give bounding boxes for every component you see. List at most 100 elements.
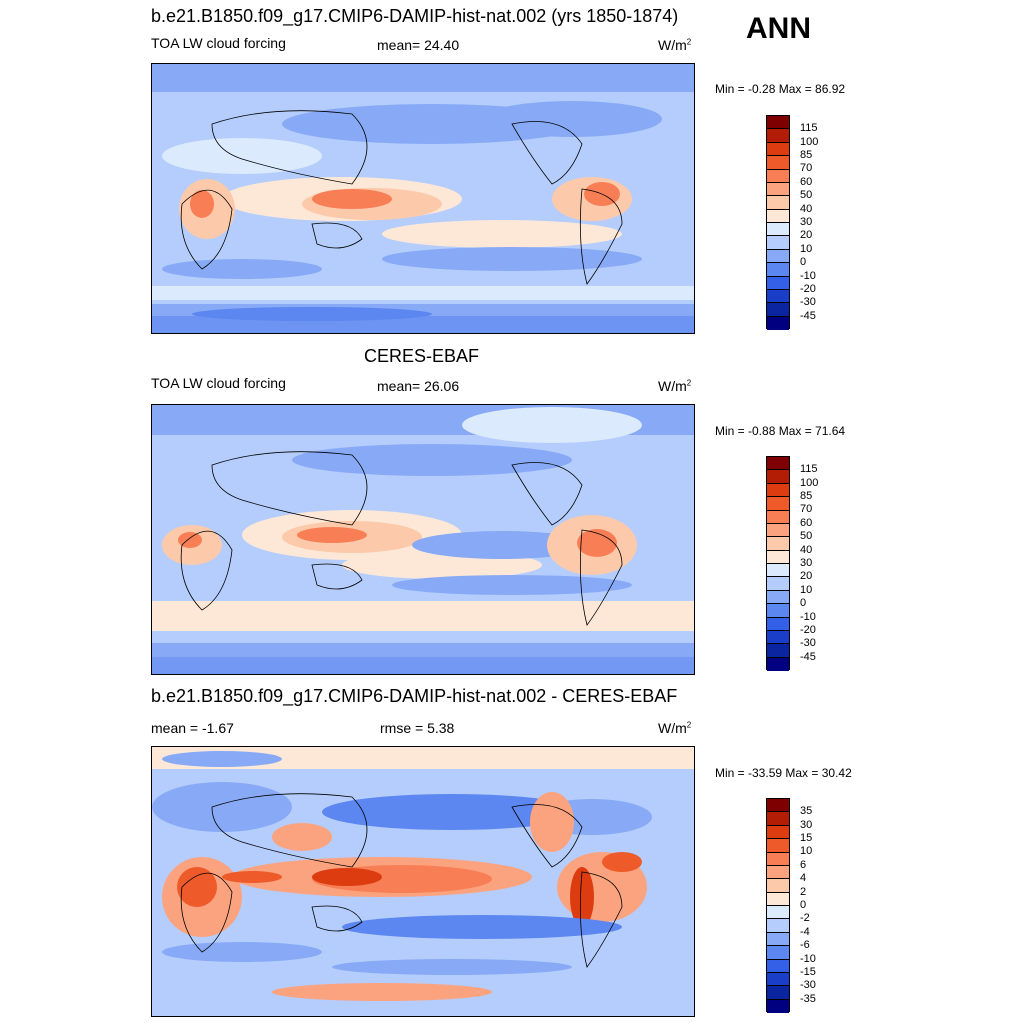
colorbar-swatch	[767, 156, 789, 170]
colorbar-swatch	[767, 644, 789, 658]
panel2-units: W/m2	[658, 378, 692, 394]
colorbar-label: -15	[800, 966, 816, 978]
colorbar-label: 15	[800, 832, 813, 844]
colorbar-swatch	[767, 289, 789, 304]
colorbar-label: -35	[800, 993, 816, 1005]
colorbar-label: 100	[800, 136, 819, 148]
colorbar-label: 50	[800, 189, 813, 201]
colorbar-swatch	[767, 537, 789, 551]
colorbar-label: 40	[800, 544, 813, 556]
colorbar-label: 60	[800, 517, 813, 529]
panel3-mean: mean = -1.67	[151, 720, 234, 736]
colorbar-label: -20	[800, 624, 816, 636]
colorbar-label: 30	[800, 557, 813, 569]
colorbar-label: -30	[800, 296, 816, 308]
colorbar-label: 30	[800, 819, 813, 831]
colorbar-label: -30	[800, 979, 816, 991]
colorbar-swatch	[767, 604, 789, 618]
colorbar-label: 70	[800, 503, 813, 515]
colorbar-swatch	[767, 657, 789, 671]
colorbar-swatch	[767, 999, 789, 1013]
panel2-left-label: TOA LW cloud forcing	[151, 375, 286, 391]
colorbar-swatch	[767, 839, 789, 853]
colorbar-swatch	[767, 470, 789, 484]
colorbar-label: 0	[800, 597, 807, 609]
colorbar-swatch	[767, 812, 789, 826]
panel3-units: W/m2	[658, 720, 692, 736]
colorbar-swatch	[767, 182, 789, 197]
colorbar-swatch	[767, 590, 789, 605]
colorbar-label: 85	[800, 490, 813, 502]
colorbar-label: 0	[800, 899, 807, 911]
colorbar-swatch	[767, 116, 789, 130]
colorbar-label: 10	[800, 584, 813, 596]
panel2-map	[151, 404, 695, 675]
colorbar-swatch	[767, 892, 789, 906]
panel1-units: W/m2	[658, 37, 692, 53]
colorbar-label: 10	[800, 243, 813, 255]
panel2-title: CERES-EBAF	[364, 346, 480, 366]
colorbar-label: 115	[800, 122, 818, 134]
colorbar-swatch	[767, 223, 789, 237]
colorbar-swatch	[767, 209, 789, 223]
panel1-left-label: TOA LW cloud forcing	[151, 35, 286, 51]
colorbar-label: -20	[800, 283, 816, 295]
colorbar-label: -10	[800, 611, 816, 623]
panel3-colorbar	[766, 798, 790, 1013]
colorbar-label: 50	[800, 530, 813, 542]
colorbar-label: 6	[800, 859, 807, 871]
colorbar-label: 115	[800, 463, 818, 475]
panel3-minmax: Min = -33.59 Max = 30.42	[715, 766, 852, 780]
colorbar-swatch	[767, 196, 789, 210]
colorbar-swatch	[767, 142, 789, 157]
colorbar-label: 10	[800, 845, 813, 857]
colorbar-swatch	[767, 959, 789, 973]
panel2-colorbar	[766, 456, 790, 671]
colorbar-label: 100	[800, 477, 819, 489]
colorbar-swatch	[767, 630, 789, 645]
colorbar-swatch	[767, 617, 789, 631]
colorbar-swatch	[767, 972, 789, 987]
colorbar-swatch	[767, 276, 789, 290]
colorbar-swatch	[767, 919, 789, 933]
colorbar-label: -4	[800, 926, 810, 938]
panel3-map	[151, 746, 695, 1017]
colorbar-label: 20	[800, 229, 813, 241]
colorbar-label: 30	[800, 216, 813, 228]
colorbar-swatch	[767, 799, 789, 813]
panel1-mean: mean= 24.40	[377, 37, 460, 53]
colorbar-label: -6	[800, 939, 810, 951]
colorbar-swatch	[767, 303, 789, 317]
colorbar-swatch	[767, 852, 789, 866]
colorbar-label: 0	[800, 256, 807, 268]
colorbar-label: 35	[800, 805, 813, 817]
colorbar-swatch	[767, 906, 789, 920]
colorbar-swatch	[767, 932, 789, 947]
colorbar-label: -45	[800, 310, 816, 322]
colorbar-swatch	[767, 865, 789, 880]
colorbar-label: 20	[800, 570, 813, 582]
colorbar-swatch	[767, 946, 789, 960]
colorbar-label: 40	[800, 203, 813, 215]
colorbar-label: -10	[800, 953, 816, 965]
colorbar-label: 4	[800, 872, 807, 884]
colorbar-label: -2	[800, 912, 810, 924]
colorbar-swatch	[767, 825, 789, 840]
colorbar-swatch	[767, 497, 789, 511]
colorbar-swatch	[767, 523, 789, 538]
season-label: ANN	[746, 12, 811, 45]
colorbar-swatch	[767, 483, 789, 498]
colorbar-swatch	[767, 510, 789, 524]
colorbar-swatch	[767, 316, 789, 330]
colorbar-label: 2	[800, 886, 807, 898]
colorbar-swatch	[767, 564, 789, 578]
colorbar-swatch	[767, 879, 789, 893]
colorbar-swatch	[767, 263, 789, 277]
colorbar-label: -30	[800, 637, 816, 649]
panel3-title: b.e21.B1850.f09_g17.CMIP6-DAMIP-hist-nat…	[151, 686, 678, 706]
colorbar-swatch	[767, 457, 789, 471]
colorbar-swatch	[767, 236, 789, 250]
colorbar-swatch	[767, 169, 789, 183]
colorbar-swatch	[767, 577, 789, 591]
panel1-colorbar	[766, 115, 790, 330]
